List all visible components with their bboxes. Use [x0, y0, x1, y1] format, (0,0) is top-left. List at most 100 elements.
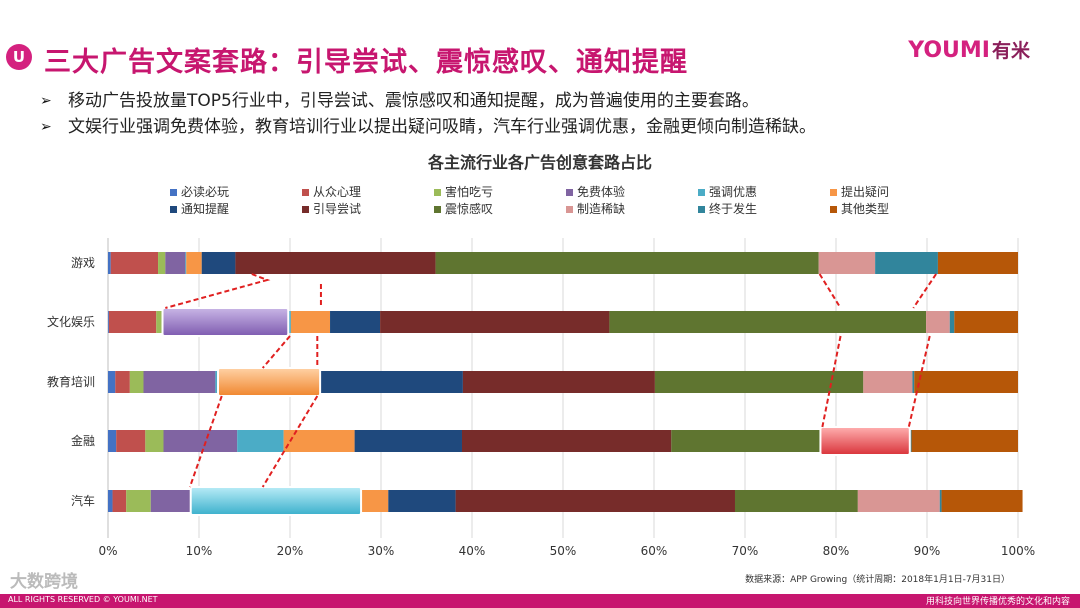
bar-segment: [116, 430, 146, 452]
x-tick-label: 50%: [550, 544, 577, 558]
highlight-box: [161, 307, 290, 337]
x-tick-label: 90%: [914, 544, 941, 558]
legend-swatch: [830, 206, 837, 213]
connector-line: [165, 273, 271, 309]
source-note: 数据来源：APP Growing（统计周期：2018年1月1日-7月31日）: [745, 573, 1010, 585]
bar-segment: [461, 430, 672, 452]
bar-segment: [165, 252, 186, 274]
legend-label: 提出疑问: [841, 184, 889, 199]
bar-segment: [949, 311, 955, 333]
bar-segment: [108, 311, 157, 333]
header: U 三大广告文案套路：引导尝试、震惊感叹、通知提醒 YOUMI 有米: [0, 0, 1080, 86]
bar-segment: [115, 371, 130, 393]
bar-segment: [388, 490, 456, 512]
bar-segment: [186, 252, 202, 274]
legend-swatch: [434, 206, 441, 213]
category-label: 汽车: [71, 493, 95, 508]
bar-segment: [156, 311, 164, 333]
bar-segment: [912, 371, 915, 393]
bar-segment: [609, 311, 927, 333]
bar-segment: [143, 371, 216, 393]
legend-label: 害怕吃亏: [445, 184, 493, 199]
watermark: 大数跨境: [10, 572, 78, 592]
bullet-item: ➢ 文娱行业强调免费体验，教育培训行业以提出疑问吸睛，汽车行业强调优惠，金融更倾…: [40, 114, 1060, 140]
bullet-item: ➢ 移动广告投放量TOP5行业中，引导尝试、震惊感叹和通知提醒，成为普遍使用的主…: [40, 88, 1060, 114]
legend-swatch: [566, 206, 573, 213]
connector-line: [261, 335, 291, 369]
bar-segment: [237, 430, 284, 452]
x-tick-label: 100%: [1001, 544, 1035, 558]
legend-swatch: [302, 206, 309, 213]
bar-segment: [235, 252, 436, 274]
bar-segment: [937, 252, 1018, 274]
category-label: 教育培训: [47, 374, 95, 389]
bar-segment: [462, 371, 655, 393]
legend-label: 必读必玩: [181, 185, 229, 199]
x-tick-label: 20%: [277, 544, 304, 558]
bar-segment: [126, 490, 151, 512]
bar-segment: [108, 430, 117, 452]
bar-segment: [360, 490, 389, 512]
bar-segment: [201, 252, 236, 274]
legend-swatch: [434, 189, 441, 196]
legend-label: 引导尝试: [313, 201, 361, 216]
bar-segment: [941, 490, 1023, 512]
bar-segment: [108, 311, 109, 333]
chart-container: 各主流行业各广告创意套路占比 必读必玩 从众心理 害怕吃亏 免费体验 强调优惠 提出疑问 通知…: [0, 150, 1080, 590]
bar-segment: [671, 430, 822, 452]
legend-label: 从众心理: [313, 185, 361, 199]
x-tick-label: 10%: [186, 544, 213, 558]
bar-segment: [112, 490, 127, 512]
brand-logo: YOUMI 有米: [908, 38, 1030, 63]
arrow-bullet-icon: ➢: [40, 93, 52, 109]
highlight-box: [189, 486, 363, 516]
x-tick-label: 0%: [98, 544, 117, 558]
bar-segment: [863, 371, 913, 393]
x-tick-label: 30%: [368, 544, 395, 558]
bar-segment: [158, 252, 166, 274]
bar-segment: [145, 430, 164, 452]
bar-segment: [108, 371, 116, 393]
legend-swatch: [566, 189, 573, 196]
bar-segment: [939, 490, 942, 512]
bar-segment: [380, 311, 610, 333]
legend-label: 终于发生: [709, 201, 757, 216]
category-label: 金融: [71, 433, 95, 448]
bar-segment: [954, 311, 1018, 333]
connector-line: [912, 273, 937, 309]
arrow-bullet-icon: ➢: [40, 119, 52, 135]
footer: ALL RIGHTS RESERVED © YOUMI.NET 用科技向世界传播…: [0, 594, 1080, 608]
bullet-text: 文娱行业强调免费体验，教育培训行业以提出疑问吸睛，汽车行业强调优惠，金融更倾向制…: [68, 117, 816, 137]
connector-line: [261, 395, 319, 488]
legend-swatch: [698, 189, 705, 196]
footer-copyright: ALL RIGHTS RESERVED © YOUMI.NET: [8, 595, 158, 604]
legend-swatch: [830, 189, 837, 196]
connector-line: [188, 395, 223, 488]
bar-segment: [654, 371, 864, 393]
x-tick-label: 40%: [459, 544, 486, 558]
bar-segment: [185, 252, 187, 274]
x-tick-label: 80%: [823, 544, 850, 558]
bar-segment: [911, 430, 1018, 452]
bar-segment: [129, 371, 144, 393]
x-tick-label: 70%: [732, 544, 759, 558]
bar-segment: [435, 252, 819, 274]
bar-segment: [108, 252, 111, 274]
legend-label: 免费体验: [577, 184, 625, 199]
bar-segment: [319, 371, 463, 393]
category-label: 游戏: [71, 256, 95, 270]
legend-label: 其他类型: [841, 202, 889, 216]
bar-segment: [734, 490, 858, 512]
bar-segment: [354, 430, 462, 452]
bar-segment: [163, 430, 238, 452]
legend-swatch: [302, 189, 309, 196]
legend-label: 震惊感叹: [445, 201, 493, 216]
footer-slogan: 用科技向世界传播优秀的文化和内容: [925, 597, 1070, 607]
highlight-box: [217, 367, 322, 397]
legend-swatch: [170, 206, 177, 213]
bar-segment: [108, 490, 113, 512]
x-tick-label: 60%: [641, 544, 668, 558]
legend-swatch: [698, 206, 705, 213]
legend-label: 通知提醒: [181, 201, 229, 216]
